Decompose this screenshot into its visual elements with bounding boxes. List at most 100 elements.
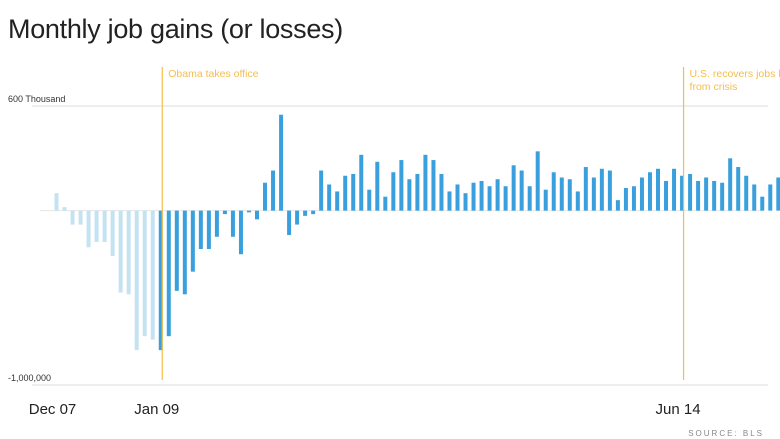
bar [367,189,372,211]
bar [656,168,660,211]
y-tick-label: 600 Thousand [8,94,65,104]
annotation-label: U.S. recovers jobs lostfrom crisis [690,68,780,93]
bar [664,180,669,211]
bar [78,210,83,225]
bar [471,182,476,211]
bar [303,210,308,216]
axis-layer: 600 Thousand -1,000,000 Dec 07 Jan 09 Jun 14… [8,94,701,418]
bar [255,210,259,220]
bar [391,172,396,211]
bar [760,196,765,211]
bar [198,210,203,249]
bar [279,114,284,211]
bar [688,174,693,211]
bar [680,175,685,211]
bar [246,210,251,213]
bar [712,180,717,211]
bar [206,210,211,249]
bar [511,165,516,211]
bar [351,174,356,211]
bar [487,186,492,211]
bar [70,210,75,225]
x-tick-label: Jan 09 [134,401,179,418]
bar [110,210,115,256]
bar [704,177,709,211]
bar [519,170,524,211]
bar [94,210,99,243]
bar [535,151,540,211]
bar [287,210,292,236]
bar [62,207,67,211]
bar [728,158,733,211]
bar [190,210,195,272]
bar [311,210,316,215]
bar [752,184,757,211]
grid-layer [32,105,768,386]
bar [623,187,628,211]
bar [736,167,741,211]
bar [263,182,268,211]
bar [720,182,725,211]
annotation-label: Obama takes office [168,68,258,80]
bar [166,210,171,337]
bar [768,184,773,211]
x-tick-label: Dec 07 [29,401,77,418]
bar [415,174,420,211]
bar [607,170,612,211]
bar [647,172,652,211]
bar [343,175,348,211]
bar [495,179,500,211]
bar [126,210,131,295]
bar [591,177,596,211]
bars-layer [54,114,780,351]
bar [142,210,147,337]
bar [423,154,428,211]
bar [319,170,324,211]
bar [158,210,163,351]
bar [672,168,677,211]
bar [182,210,187,295]
source-note: SOURCE: BLS [688,429,764,438]
bar [54,193,59,211]
bar [447,191,452,211]
bar [407,179,412,211]
y-tick-label: -1,000,000 [8,373,51,383]
bar [479,180,484,211]
bar [455,184,460,211]
bar [463,193,468,211]
bar [559,177,564,211]
bar [230,210,235,237]
bar [583,167,588,211]
bar [744,175,749,211]
bar [102,210,107,243]
bar [503,186,508,211]
bar [383,196,388,211]
bar [599,168,604,211]
bar [359,154,364,211]
bar [551,172,556,211]
x-tick-label: Jun 14 [656,401,701,418]
bar [696,180,701,211]
annotation-layer: Obama takes office U.S. recovers jobs los… [161,67,780,380]
bar [639,177,644,211]
bar [134,210,139,351]
bar [567,179,572,211]
bar [295,210,300,225]
bar [222,210,227,215]
bar [575,191,580,211]
bar [335,191,340,211]
bar [327,184,332,211]
bar [776,177,780,211]
bar [375,161,380,211]
bar [118,210,123,293]
bar [174,210,179,291]
bar [238,210,243,255]
bar [271,170,276,211]
bar [431,160,436,211]
bar [399,160,404,211]
bar [150,210,155,340]
bar [439,174,444,211]
chart-title: Monthly job gains (or losses) [8,14,343,44]
bar [543,189,548,211]
